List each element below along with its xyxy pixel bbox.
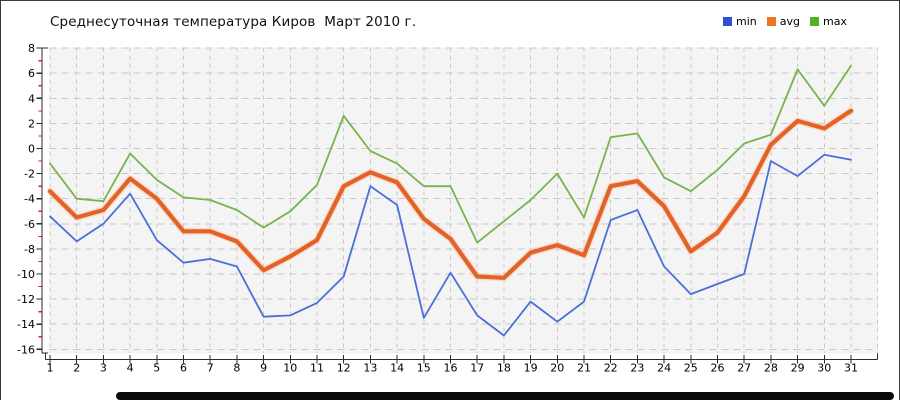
svg-text:28: 28 xyxy=(764,362,778,375)
legend-item-min[interactable]: min xyxy=(723,15,757,28)
svg-text:30: 30 xyxy=(817,362,831,375)
svg-text:7: 7 xyxy=(207,362,214,375)
svg-text:15: 15 xyxy=(417,362,431,375)
svg-text:6: 6 xyxy=(28,67,35,80)
svg-text:-14: -14 xyxy=(17,318,35,331)
svg-text:14: 14 xyxy=(390,362,404,375)
svg-text:5: 5 xyxy=(153,362,160,375)
svg-text:11: 11 xyxy=(310,362,324,375)
svg-text:0: 0 xyxy=(28,143,35,156)
svg-text:18: 18 xyxy=(497,362,511,375)
svg-text:2: 2 xyxy=(28,117,35,130)
legend-label-avg: avg xyxy=(779,15,800,28)
svg-text:-6: -6 xyxy=(24,218,35,231)
chart-title: Среднесуточная температура Киров Март 20… xyxy=(50,14,417,30)
svg-text:13: 13 xyxy=(363,362,377,375)
legend-swatch-min-icon xyxy=(723,17,732,26)
svg-text:17: 17 xyxy=(470,362,484,375)
window-bottom-bar xyxy=(116,392,894,400)
svg-text:12: 12 xyxy=(337,362,351,375)
svg-text:1: 1 xyxy=(47,362,54,375)
legend-swatch-avg-icon xyxy=(766,17,776,26)
svg-text:-8: -8 xyxy=(24,243,35,256)
svg-text:3: 3 xyxy=(100,362,107,375)
svg-text:4: 4 xyxy=(28,92,35,105)
chart-legend: min avg max xyxy=(723,15,847,28)
legend-label-min: min xyxy=(736,15,757,28)
svg-text:27: 27 xyxy=(737,362,751,375)
svg-text:25: 25 xyxy=(684,362,698,375)
svg-text:6: 6 xyxy=(180,362,187,375)
svg-text:16: 16 xyxy=(444,362,458,375)
legend-item-max[interactable]: max xyxy=(809,15,847,28)
svg-text:8: 8 xyxy=(28,42,35,55)
svg-text:4: 4 xyxy=(127,362,134,375)
legend-item-avg[interactable]: avg xyxy=(766,15,800,28)
svg-text:23: 23 xyxy=(630,362,644,375)
svg-text:24: 24 xyxy=(657,362,671,375)
legend-label-max: max xyxy=(822,15,847,28)
svg-text:21: 21 xyxy=(577,362,591,375)
svg-text:8: 8 xyxy=(233,362,240,375)
svg-text:-16: -16 xyxy=(17,343,35,356)
svg-text:-12: -12 xyxy=(17,293,35,306)
svg-text:10: 10 xyxy=(283,362,297,375)
svg-text:2: 2 xyxy=(73,362,80,375)
svg-text:-10: -10 xyxy=(17,268,35,281)
legend-swatch-max-icon xyxy=(809,17,819,26)
svg-text:26: 26 xyxy=(711,362,725,375)
svg-text:9: 9 xyxy=(260,362,267,375)
svg-text:-4: -4 xyxy=(24,193,35,206)
svg-text:20: 20 xyxy=(550,362,564,375)
svg-text:-2: -2 xyxy=(24,168,35,181)
svg-text:31: 31 xyxy=(844,362,858,375)
svg-text:19: 19 xyxy=(524,362,538,375)
svg-text:29: 29 xyxy=(791,362,805,375)
svg-text:22: 22 xyxy=(604,362,618,375)
